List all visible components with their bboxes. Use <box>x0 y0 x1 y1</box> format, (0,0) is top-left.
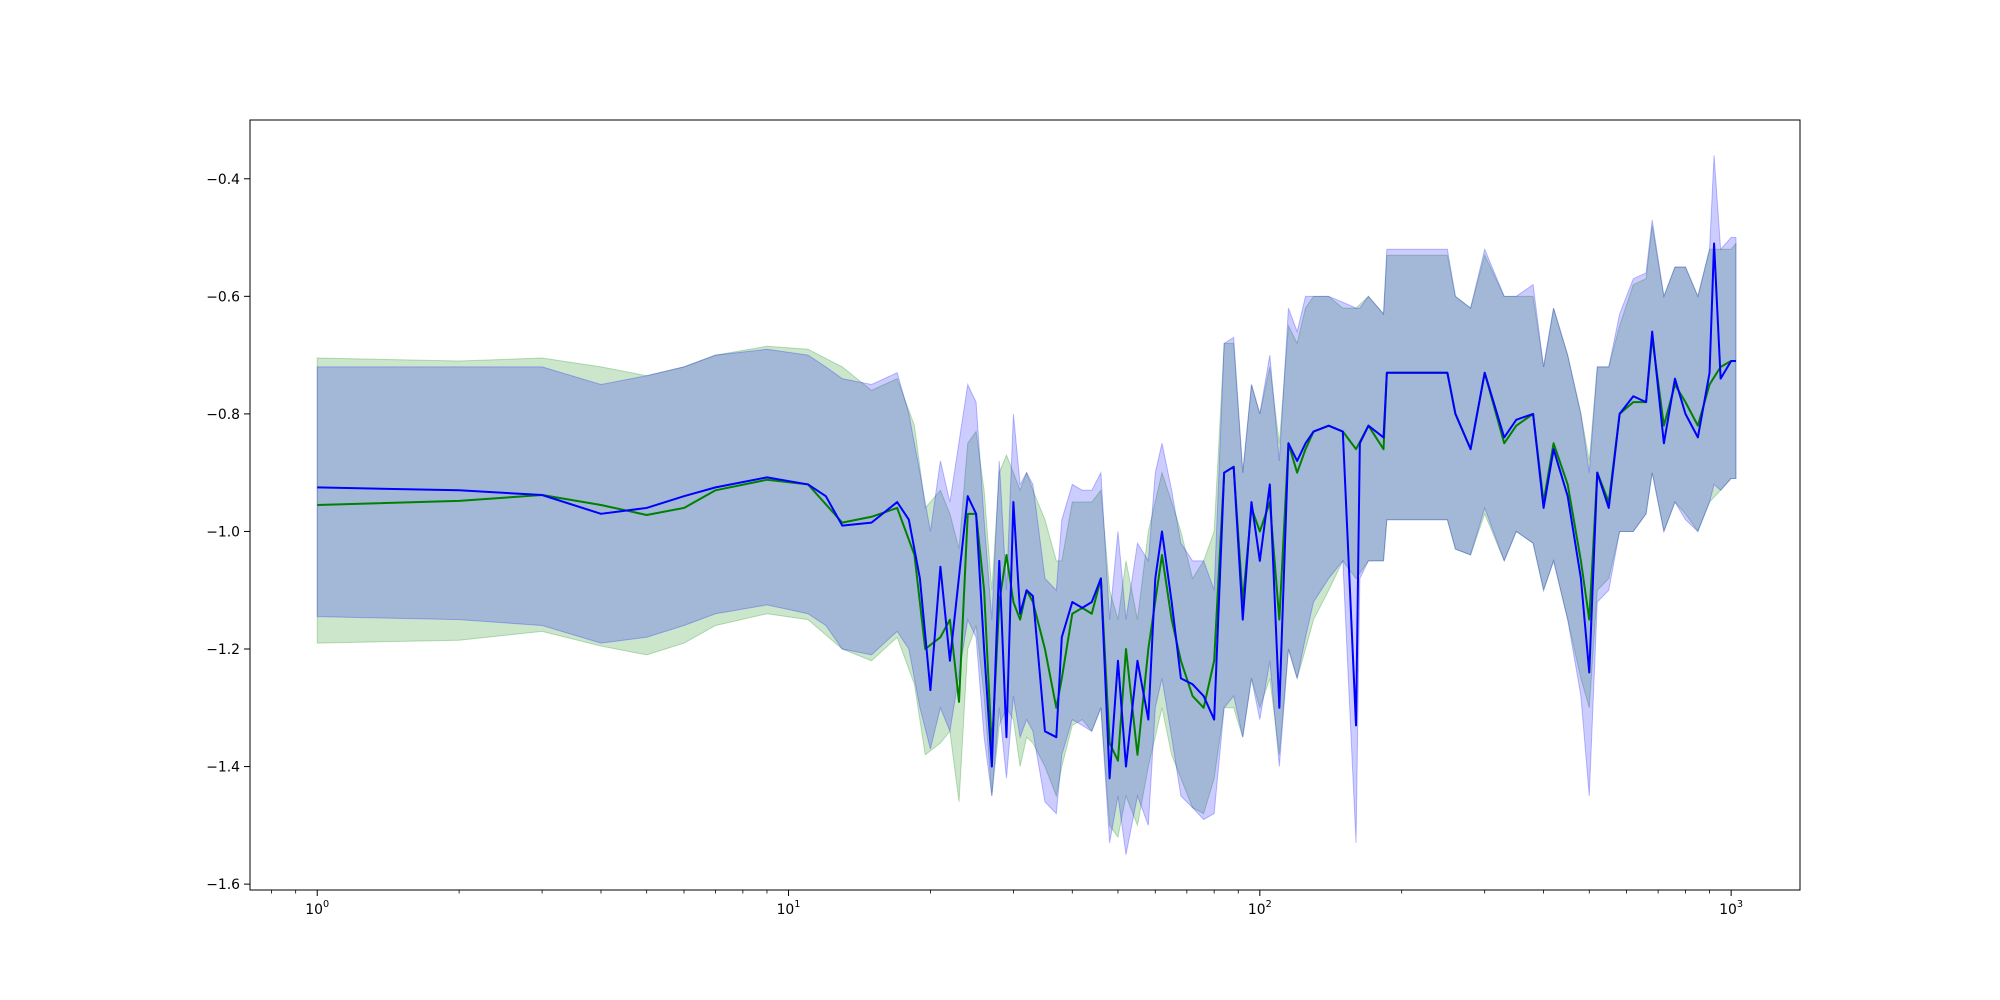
y-tick-label: −1.2 <box>206 642 240 658</box>
series-2-line <box>317 242 1736 780</box>
y-tick-label: −1.6 <box>206 877 240 893</box>
series-1-band <box>316 225 1737 839</box>
plot-frame <box>249 119 1801 891</box>
y-tick-label: −1.4 <box>206 760 240 776</box>
x-tick-label: 103 <box>1719 899 1743 918</box>
y-tick-label: −0.8 <box>206 407 240 423</box>
x-tick-label: 100 <box>305 899 329 918</box>
x-tick-label: 101 <box>777 899 801 918</box>
series-lines <box>317 242 1736 780</box>
y-tick-label: −1.0 <box>206 524 240 540</box>
series-2-band <box>316 155 1737 855</box>
x-tick-label: 102 <box>1248 899 1272 918</box>
series-1-line <box>317 336 1736 762</box>
y-tick-label: −0.4 <box>206 172 240 188</box>
x-axis: 100 101 102 103 <box>271 890 1743 918</box>
confidence-bands <box>316 155 1737 855</box>
y-tick-label: −0.6 <box>206 289 240 305</box>
y-axis: −0.4 −0.6 −0.8 −1.0 −1.2 −1.4 −1.6 <box>206 172 250 893</box>
